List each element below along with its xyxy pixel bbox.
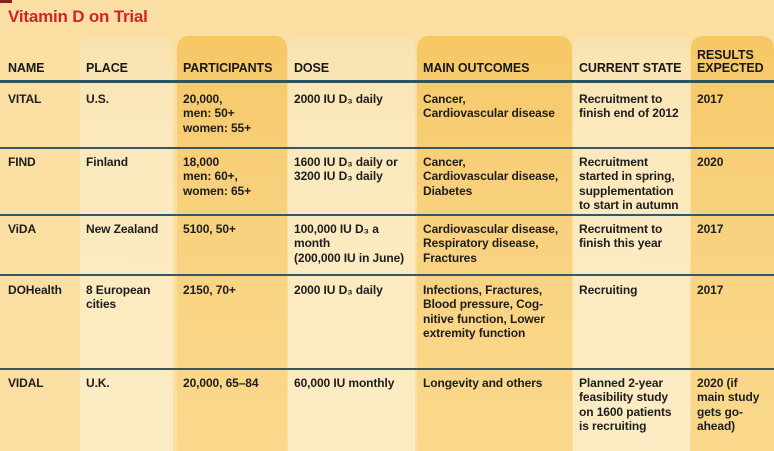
cell-results-expected: 2020 [697,155,724,169]
cell-dose: 100,000 IU D₃ a month (200,000 IU in Jun… [294,222,405,265]
cell-name: DOHealth [8,283,62,297]
cell-main-outcomes: Longevity and others [423,376,543,390]
cell-main-outcomes: Infections, Fractures, Blood pressure, C… [423,283,545,341]
cell-name: VIDAL [8,376,44,390]
column-stripe-participants [177,36,287,451]
cell-name: VITAL [8,92,42,106]
cell-place: New Zealand [86,222,159,236]
cell-current-state: Recruitment to finish end of 2012 [579,92,679,121]
column-header-participants: PARTICIPANTS [183,60,273,75]
cell-main-outcomes: Cardiovascular disease, Respiratory dise… [423,222,559,265]
column-header-current-state: CURRENT STATE [579,60,682,75]
cell-place: 8 European cities [86,283,151,312]
cell-dose: 1600 IU D₃ daily or 3200 IU D₃ daily [294,155,398,184]
cell-current-state: Planned 2-year feasibility study on 1600… [579,376,672,434]
column-stripe-dose [288,36,415,451]
cell-dose: 60,000 IU monthly [294,376,395,390]
column-stripe-results-expected [691,36,774,451]
cell-main-outcomes: Cancer, Cardiovascular disease, Diabetes [423,155,559,198]
trials-table: NAME PLACE PARTICIPANTS DOSE MAIN OUTCOM… [0,36,774,451]
cell-participants: 5100, 50+ [183,222,236,236]
cell-name: ViDA [8,222,37,236]
row-separator [0,274,774,276]
cell-main-outcomes: Cancer, Cardiovascular disease [423,92,555,121]
column-header-place: PLACE [86,60,128,75]
cell-dose: 2000 IU D₃ daily [294,283,383,297]
cell-results-expected: 2020 (if main study gets go- ahead) [697,376,760,434]
cell-participants: 20,000, 65–84 [183,376,259,390]
column-header-results-expected: RESULTS EXPECTED [697,47,764,75]
cell-current-state: Recruitment to finish this year [579,222,663,251]
page-title: Vitamin D on Trial [8,7,148,26]
column-header-main-outcomes: MAIN OUTCOMES [423,60,530,75]
cell-results-expected: 2017 [697,283,724,297]
column-header-dose: DOSE [294,60,330,75]
cell-name: FIND [8,155,36,169]
cell-results-expected: 2017 [697,222,724,236]
cell-dose: 2000 IU D₃ daily [294,92,383,106]
cell-place: Finland [86,155,128,169]
cell-current-state: Recruiting [579,283,638,297]
row-separator [0,147,774,149]
cell-participants: 18,000 men: 60+, women: 65+ [183,155,252,198]
column-header-name: NAME [8,60,45,75]
column-stripe-current-state [573,36,690,451]
cell-results-expected: 2017 [697,92,724,106]
column-stripe-main-outcomes [417,36,572,451]
header-rule [0,80,774,83]
row-separator [0,368,774,370]
cell-participants: 2150, 70+ [183,283,236,297]
cell-place: U.S. [86,92,109,106]
column-stripe-place [80,36,173,451]
cell-current-state: Recruitment started in spring, supplemen… [579,155,679,213]
cell-place: U.K. [86,376,110,390]
cell-participants: 20,000, men: 50+ women: 55+ [183,92,252,135]
row-separator [0,214,774,216]
crop-artifact-mark [0,0,12,3]
